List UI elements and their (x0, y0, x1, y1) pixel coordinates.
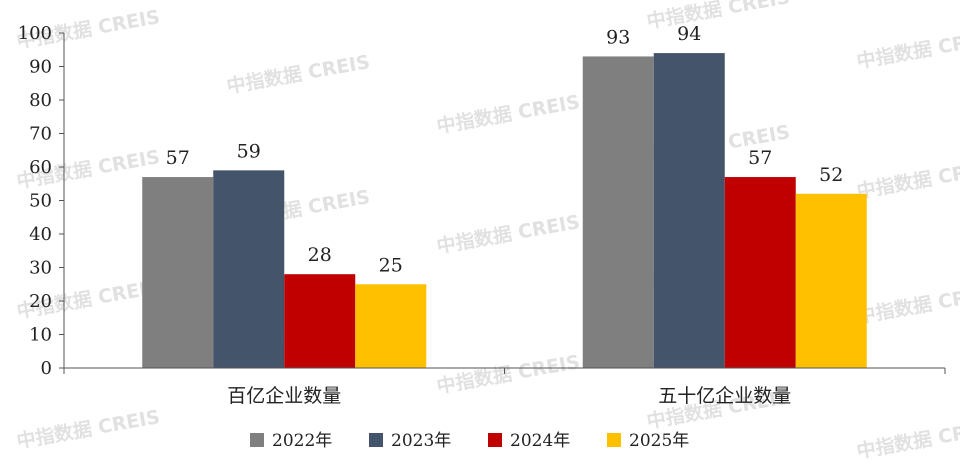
legend-swatch (488, 433, 502, 447)
watermark-text: 中指数据 CREIS (225, 50, 372, 98)
y-tick-label: 0 (41, 358, 52, 379)
data-label: 57 (748, 147, 772, 169)
x-category-label: 五十亿企业数量 (658, 385, 791, 407)
watermark-text: 中指数据 CREIS (855, 280, 960, 328)
y-tick-label: 10 (29, 325, 52, 346)
watermark-text: 中指数据 CREIS (15, 405, 162, 453)
y-tick-label: 60 (29, 157, 52, 178)
x-category-label: 百亿企业数量 (227, 385, 341, 407)
axes-layer: 0 10 20 30 40 50 60 70 80 90 100 百亿企业数量 五十亿企业数量 (18, 23, 946, 407)
bar (653, 53, 725, 368)
bar (284, 274, 356, 368)
watermark-text: 中指数据 CREIS (435, 210, 582, 258)
legend-swatch (607, 433, 621, 447)
watermark-text: 中指数据 CREIS (855, 415, 960, 463)
y-tick-label: 20 (29, 291, 52, 312)
y-tick-label: 100 (18, 23, 52, 44)
data-label: 25 (379, 254, 403, 276)
bar (142, 177, 214, 368)
y-tick-label: 30 (29, 258, 52, 279)
bars-layer (142, 53, 867, 368)
data-label: 52 (819, 164, 843, 186)
legend-swatch (369, 433, 383, 447)
watermark-text: 中指数据 CREIS (645, 0, 792, 33)
data-labels-layer: 57 59 28 25 93 94 57 52 (166, 23, 844, 276)
data-label: 57 (166, 147, 190, 169)
y-tick-label: 90 (29, 57, 52, 78)
watermark-text: 中指数据 CREIS (855, 25, 960, 73)
y-tick-label: 40 (29, 224, 52, 245)
bar (355, 284, 427, 368)
watermark-text: 中指数据 CREIS (855, 155, 960, 203)
bar (795, 193, 867, 368)
watermark-text: 中指数据 CREIS (435, 350, 582, 398)
data-label: 28 (308, 244, 332, 266)
data-label: 59 (237, 140, 261, 162)
legend-label: 2024年 (510, 431, 570, 451)
data-label: 93 (606, 26, 630, 48)
legend: 2022年 2023年 2024年 2025年 (250, 431, 689, 451)
legend-swatch (250, 433, 264, 447)
bar (582, 56, 654, 368)
data-label: 94 (677, 23, 701, 45)
y-tick-label: 70 (29, 124, 52, 145)
bar (213, 170, 285, 368)
legend-label: 2023年 (391, 431, 451, 451)
bar (724, 177, 796, 368)
y-tick-label: 80 (29, 90, 52, 111)
watermark-text: 中指数据 CREIS (435, 90, 582, 138)
legend-label: 2025年 (629, 431, 689, 451)
legend-label: 2022年 (272, 431, 332, 451)
y-tick-label: 50 (29, 191, 52, 212)
